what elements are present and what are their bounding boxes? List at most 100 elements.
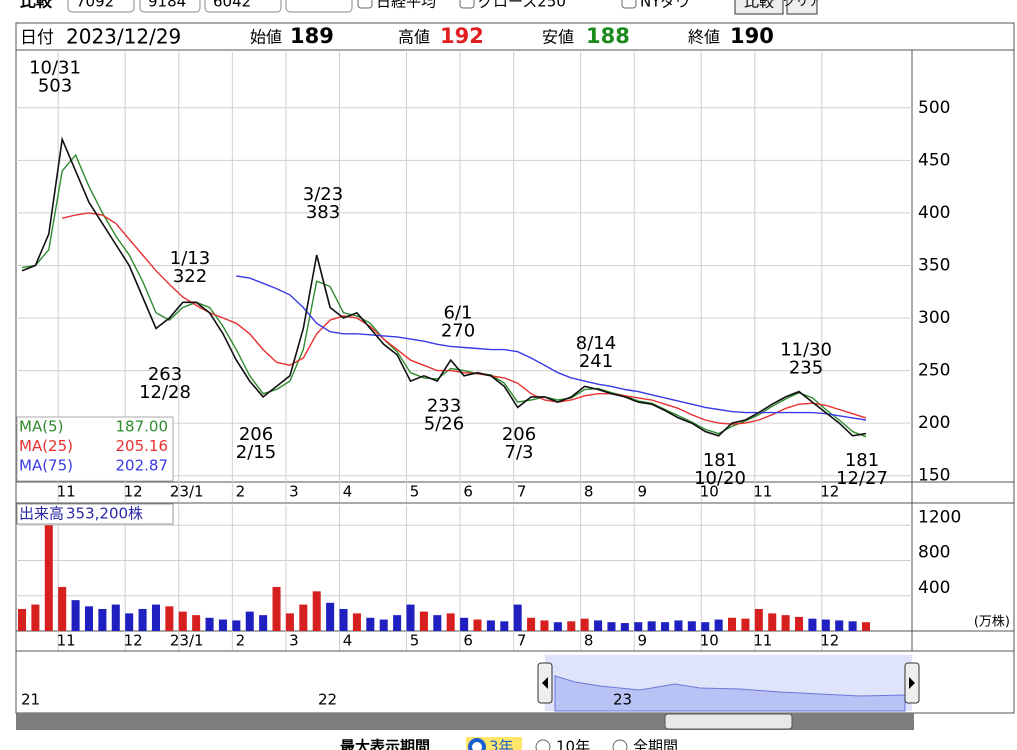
volume-bar — [393, 615, 402, 631]
code-text: 7092 — [76, 0, 114, 11]
annotation: 233 — [427, 395, 461, 416]
volume-bar — [580, 618, 589, 631]
volume-bar — [821, 619, 830, 631]
legend-value: 205.16 — [116, 437, 169, 455]
radio[interactable] — [612, 739, 628, 750]
high-label: 高値 — [398, 28, 430, 47]
compare-button[interactable] — [734, 0, 784, 15]
annotation: 206 — [502, 424, 536, 445]
x-tick-label: 7 — [517, 632, 527, 650]
scrollbar-thumb[interactable] — [664, 713, 793, 730]
volume-bar — [446, 613, 455, 631]
annotation: 5/26 — [424, 413, 464, 434]
annotation: 263 — [148, 364, 182, 385]
button-label: 比較 — [744, 0, 774, 11]
volume-axis-row — [15, 630, 1015, 652]
legend-value: 202.87 — [116, 457, 169, 475]
x-tick-label: 10 — [700, 483, 719, 501]
annotation: 11/30 — [780, 339, 832, 360]
legend-box — [16, 416, 174, 482]
y-tick-label: 800 — [918, 543, 950, 563]
volume-bar — [232, 620, 241, 631]
radio-selected[interactable] — [468, 738, 486, 750]
code-input[interactable] — [204, 0, 282, 13]
code-text: 9184 — [148, 0, 186, 11]
volume-bar — [540, 620, 549, 631]
x-tick-label: 6 — [463, 483, 473, 501]
clear-button[interactable] — [786, 0, 818, 15]
volume-bar — [285, 613, 294, 631]
volume-bar — [781, 615, 790, 631]
navigator-label: 21 — [21, 691, 40, 709]
x-tick-label: 12 — [820, 632, 839, 650]
annotation: 10/20 — [694, 468, 746, 489]
volume-bar — [259, 615, 268, 631]
checkbox[interactable] — [459, 0, 475, 9]
code-input[interactable] — [139, 0, 201, 13]
x-tick-label: 4 — [343, 483, 353, 501]
x-tick-label: 4 — [343, 632, 353, 650]
volume-bar — [192, 615, 201, 631]
volume-bar — [299, 604, 308, 631]
volume-bar — [58, 586, 67, 631]
volume-bar — [500, 621, 509, 631]
annotation: 181 — [845, 450, 879, 471]
code-input[interactable] — [285, 0, 353, 13]
period-option: 全期間 — [633, 738, 678, 750]
radio[interactable] — [535, 739, 551, 750]
x-tick-label: 3 — [289, 483, 299, 501]
volume-bar — [71, 600, 80, 631]
x-tick-label: 23/1 — [170, 632, 204, 650]
x-tick-label: 9 — [637, 632, 647, 650]
y-tick-label: 200 — [918, 413, 950, 433]
x-tick-label: 12 — [124, 483, 143, 501]
checkbox-label: 日経平均 — [376, 0, 436, 11]
volume-bar — [272, 586, 281, 631]
x-tick-label: 2 — [236, 632, 246, 650]
compare-label: 比較 — [20, 0, 53, 11]
volume-bar — [794, 616, 804, 631]
volume-bar — [44, 525, 53, 631]
navigator-label: 22 — [318, 691, 337, 709]
volume-bar — [486, 620, 495, 631]
x-tick-label: 6 — [463, 632, 473, 650]
volume-bar — [31, 604, 40, 631]
checkbox[interactable] — [621, 0, 637, 9]
checkbox[interactable] — [357, 0, 373, 9]
code-input[interactable] — [67, 0, 135, 13]
volume-bar — [419, 611, 428, 631]
navigator-label: 23 — [613, 691, 632, 709]
annotation: 1/13 — [170, 248, 210, 269]
close: 190 — [730, 24, 774, 48]
volume-bar — [647, 621, 656, 631]
annotation: 241 — [579, 351, 613, 372]
annotation: 7/3 — [505, 442, 534, 463]
volume-bar — [138, 608, 147, 631]
volume-bar — [848, 621, 857, 631]
volume-bar — [17, 608, 27, 631]
volume-bar — [754, 608, 763, 631]
volume-bar — [594, 620, 603, 631]
volume-bar — [326, 602, 335, 631]
volume-bar — [379, 619, 388, 631]
volume-bar — [178, 611, 187, 631]
period-option: 10年 — [556, 738, 590, 750]
x-tick-label: 3 — [289, 632, 299, 650]
annotation: 8/14 — [576, 333, 616, 354]
high: 192 — [440, 24, 484, 48]
open-label: 始値 — [250, 28, 282, 47]
x-tick-label: 12 — [820, 483, 839, 501]
navigator-area — [554, 675, 906, 712]
x-tick-label: 7 — [517, 483, 527, 501]
y-tick-label: 300 — [918, 308, 950, 328]
volume-bar — [339, 608, 348, 631]
button-label: クリア — [782, 0, 821, 10]
plot-layer: 11 12 23/1 2 3 4 5 6 7 8 9 10 11 12 11 12 23/1 2 3 4 5 6 7 8 9 10… — [16, 50, 1010, 651]
x-tick-label: 9 — [637, 483, 647, 501]
y-tick-label: 500 — [918, 98, 950, 118]
x-tick-label: 5 — [410, 483, 420, 501]
annotation: 12/27 — [836, 468, 888, 489]
price-panel — [15, 49, 1015, 483]
legend-name: MA(75) — [19, 457, 73, 475]
close-label: 終値 — [688, 28, 720, 47]
